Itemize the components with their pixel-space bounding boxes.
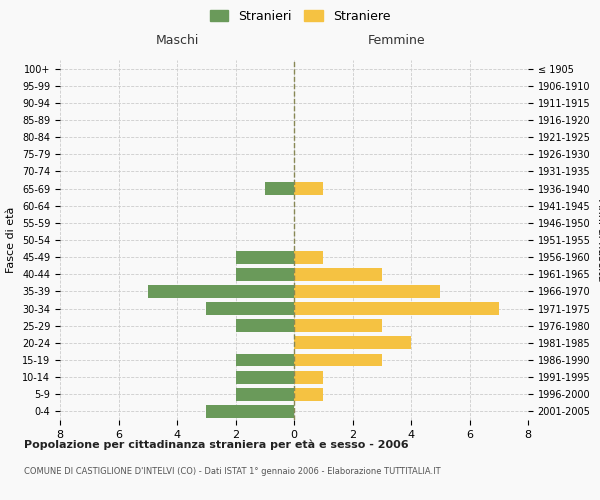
Bar — [294, 370, 323, 384]
Bar — [294, 336, 411, 349]
Bar — [294, 388, 323, 400]
Bar — [265, 182, 294, 195]
Bar — [235, 370, 294, 384]
Text: Femmine: Femmine — [368, 34, 426, 48]
Bar — [148, 285, 294, 298]
Bar — [294, 354, 382, 366]
Text: Popolazione per cittadinanza straniera per età e sesso - 2006: Popolazione per cittadinanza straniera p… — [24, 440, 409, 450]
Bar — [235, 250, 294, 264]
Text: Maschi: Maschi — [155, 34, 199, 48]
Y-axis label: Fasce di età: Fasce di età — [7, 207, 16, 273]
Text: COMUNE DI CASTIGLIONE D'INTELVI (CO) - Dati ISTAT 1° gennaio 2006 - Elaborazione: COMUNE DI CASTIGLIONE D'INTELVI (CO) - D… — [24, 468, 440, 476]
Bar — [294, 182, 323, 195]
Bar — [235, 388, 294, 400]
Bar — [206, 302, 294, 315]
Bar — [294, 268, 382, 280]
Bar — [235, 320, 294, 332]
Bar — [235, 268, 294, 280]
Bar — [235, 354, 294, 366]
Bar — [294, 250, 323, 264]
Bar — [294, 302, 499, 315]
Bar — [294, 285, 440, 298]
Legend: Stranieri, Straniere: Stranieri, Straniere — [206, 6, 394, 26]
Bar — [206, 405, 294, 418]
Bar — [294, 320, 382, 332]
Y-axis label: Anni di nascita: Anni di nascita — [596, 198, 600, 281]
